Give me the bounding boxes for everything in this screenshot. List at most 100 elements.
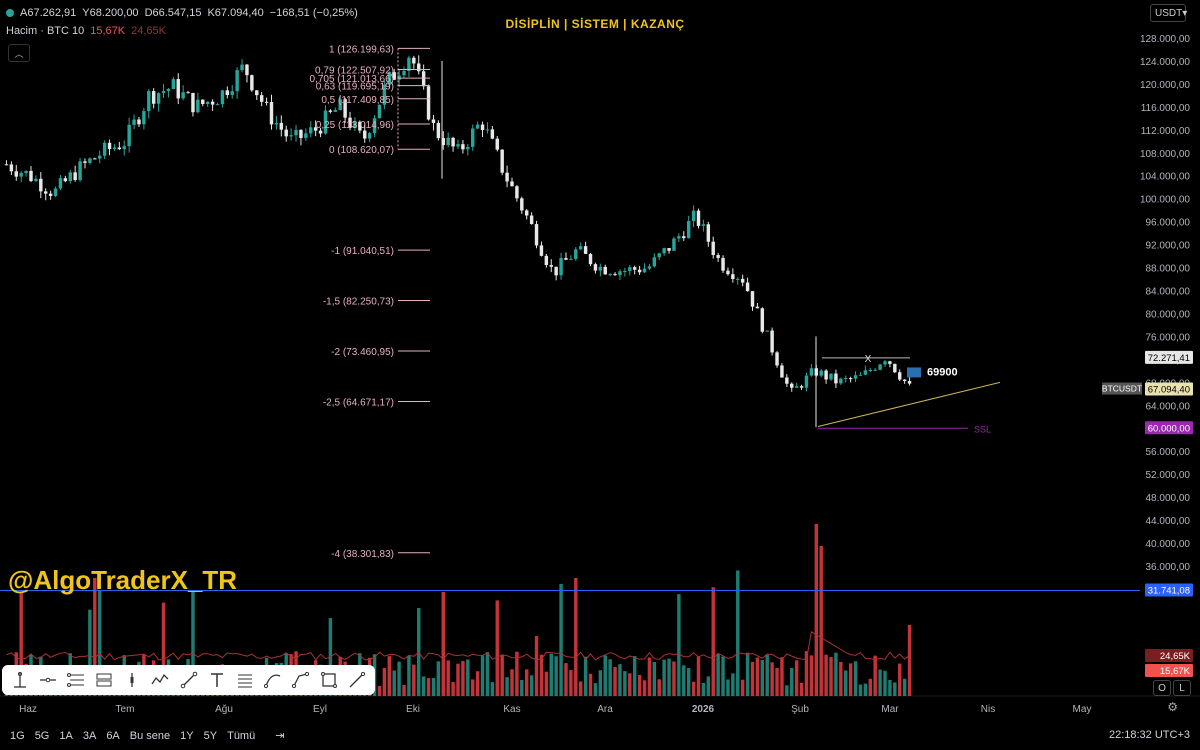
candle-body: [848, 378, 853, 380]
volume-bar: [382, 668, 387, 696]
parallel-channel-icon[interactable]: [90, 667, 118, 693]
volume-label: Hacim · BTC 10: [6, 25, 85, 37]
volume-bar: [799, 682, 804, 696]
y-tick-label: 52.000,00: [1146, 470, 1191, 481]
candle-body: [274, 122, 279, 125]
candle-body: [122, 146, 126, 150]
ohlc-legend: A67.262,91 Y68.200,00 D66.547,15 K67.094…: [6, 5, 358, 21]
volume-bar: [667, 658, 671, 696]
symbol-tag-label: BTCUSDT: [1102, 384, 1142, 394]
price-tag: [1145, 421, 1193, 435]
candle-body: [289, 135, 293, 137]
y-tick-label: 124.000,00: [1140, 57, 1190, 68]
candle-body: [461, 144, 465, 150]
y-tick-label: 64.000,00: [1146, 401, 1191, 412]
candle-body: [102, 142, 107, 156]
path-icon[interactable]: [146, 667, 174, 693]
volume-bar: [750, 661, 755, 696]
range-5g[interactable]: 5G: [34, 729, 50, 742]
volume-bar: [863, 683, 868, 696]
candle-body: [441, 138, 445, 146]
clock[interactable]: 22:18:32 UTC+3: [1108, 729, 1190, 741]
candle-body: [794, 386, 799, 388]
currency-selector[interactable]: USDT ▾: [1150, 4, 1187, 22]
volume-bar: [868, 678, 872, 696]
trend-line-icon[interactable]: [174, 667, 202, 693]
candle-body: [868, 369, 872, 371]
vertical-ray-icon[interactable]: [6, 667, 34, 693]
fib-level-label: -2 (73.460,95): [331, 347, 394, 358]
range-3a[interactable]: 3A: [82, 729, 97, 742]
candle-body: [68, 172, 72, 182]
candle-body: [245, 64, 249, 76]
candle-body: [39, 178, 43, 192]
collapse-legend-button[interactable]: ︿: [8, 44, 30, 62]
candle-body: [382, 84, 387, 105]
volume-bar: [520, 679, 524, 696]
candle-body: [618, 271, 622, 276]
candle-body: [583, 246, 588, 254]
price-tag-label: 67.094,40: [1148, 385, 1190, 396]
x-tick-label: Eki: [406, 704, 420, 715]
gear-icon[interactable]: ⚙: [1167, 700, 1178, 714]
range-all[interactable]: Tümü: [227, 729, 256, 742]
volume-bar: [794, 660, 799, 696]
open-value: A67.262,91: [20, 7, 77, 19]
volume-ma-line: [6, 630, 910, 661]
volume-bar: [421, 676, 426, 696]
candle-body: [181, 92, 185, 99]
volume-bar: [682, 665, 686, 696]
y-tick-label: 116.000,00: [1141, 103, 1191, 114]
range-1y[interactable]: 1Y: [180, 729, 194, 742]
candle-body: [412, 57, 416, 64]
volume-bar: [726, 679, 730, 696]
fib-extension-icon[interactable]: [231, 667, 259, 693]
volume-bar: [696, 656, 701, 696]
candle-body: [750, 291, 755, 307]
price-tag: [1145, 583, 1193, 597]
candle-body: [220, 90, 225, 105]
candle-body: [151, 91, 156, 104]
candle-body: [97, 155, 102, 159]
candle-body: [387, 72, 392, 85]
candle-body: [652, 257, 657, 267]
candle-body: [93, 158, 97, 160]
range-1a[interactable]: 1A: [59, 729, 73, 742]
candle-body: [524, 210, 529, 216]
horizontal-ray-icon[interactable]: [34, 667, 62, 693]
fib-retracement-icon[interactable]: [62, 667, 90, 693]
volume-bar: [583, 656, 588, 696]
y-tick-label: 56.000,00: [1146, 447, 1191, 458]
volume-bar: [780, 657, 784, 696]
candle-body: [73, 172, 77, 181]
labels-button[interactable]: L: [1173, 680, 1191, 696]
curve-icon[interactable]: [259, 667, 287, 693]
date-range-icon[interactable]: ⇥: [275, 730, 285, 742]
fib-level-label: 0,25 (113.014,96): [316, 120, 394, 131]
volume-bar: [500, 655, 504, 696]
candle-body: [878, 364, 882, 370]
range-ytd[interactable]: Bu sene: [129, 729, 171, 742]
long-position-icon[interactable]: [118, 667, 146, 693]
candle-body: [809, 368, 814, 376]
candle-body: [304, 133, 308, 138]
candle-body: [755, 306, 760, 309]
candle-body: [907, 381, 912, 384]
volume-legend[interactable]: Hacim · BTC 10 15,67K 24,65K: [6, 25, 166, 37]
candle-body: [19, 172, 23, 177]
range-5y[interactable]: 5Y: [203, 729, 218, 742]
line-icon[interactable]: [343, 667, 371, 693]
range-6a[interactable]: 6A: [106, 729, 120, 742]
log-scale-button[interactable]: O: [1153, 680, 1171, 696]
candle-body: [480, 124, 485, 130]
rectangle-icon[interactable]: [315, 667, 343, 693]
polyline-icon[interactable]: [287, 667, 315, 693]
volume-bar: [161, 602, 166, 696]
x-tick-label: 2026: [692, 704, 715, 715]
candle-body: [269, 102, 274, 125]
y-tick-label: 76.000,00: [1146, 332, 1191, 343]
candle-body: [677, 236, 681, 239]
range-1g[interactable]: 1G: [10, 729, 25, 742]
text-icon[interactable]: [203, 667, 231, 693]
